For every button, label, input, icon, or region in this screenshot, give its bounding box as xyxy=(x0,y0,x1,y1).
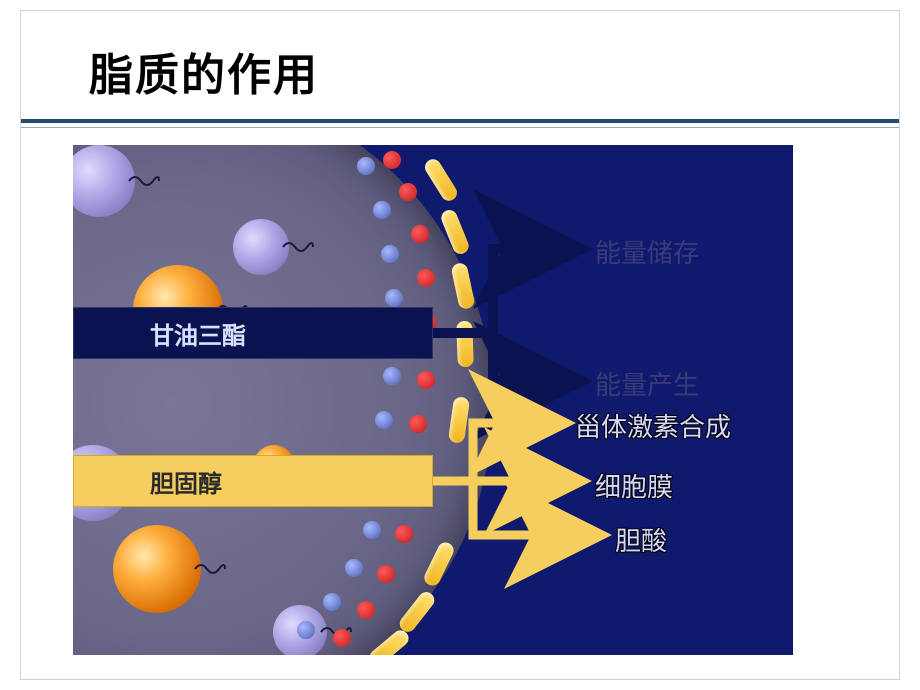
source-label-triglyceride: 甘油三酯 xyxy=(150,316,246,351)
title-rule-thick xyxy=(21,119,899,123)
output-cell-membrane: 细胞膜 xyxy=(595,467,673,504)
output-steroid-hormone: 甾体激素合成 xyxy=(575,407,731,444)
source-bar-triglyceride: 甘油三酯 xyxy=(73,307,433,359)
arrow-energy-production xyxy=(433,333,583,381)
output-energy-production: 能量产生 xyxy=(595,365,699,402)
arrow-bile-acid xyxy=(433,481,603,535)
source-bar-cholesterol: 胆固醇 xyxy=(73,455,433,507)
arrow-steroid-hormone xyxy=(433,423,567,481)
slide-title: 脂质的作用 xyxy=(89,39,319,103)
slide: 脂质的作用 甘油三酯 xyxy=(20,10,900,680)
output-bile-acid: 胆酸 xyxy=(615,521,667,558)
title-rule-thin xyxy=(21,127,899,128)
diagram-canvas: 甘油三酯 胆固醇 能量储存 能量产生 甾体激素合成 细胞膜 胆酸 xyxy=(73,145,793,655)
source-label-cholesterol: 胆固醇 xyxy=(150,464,222,499)
output-energy-storage: 能量储存 xyxy=(595,233,699,270)
arrow-energy-storage xyxy=(433,249,583,333)
